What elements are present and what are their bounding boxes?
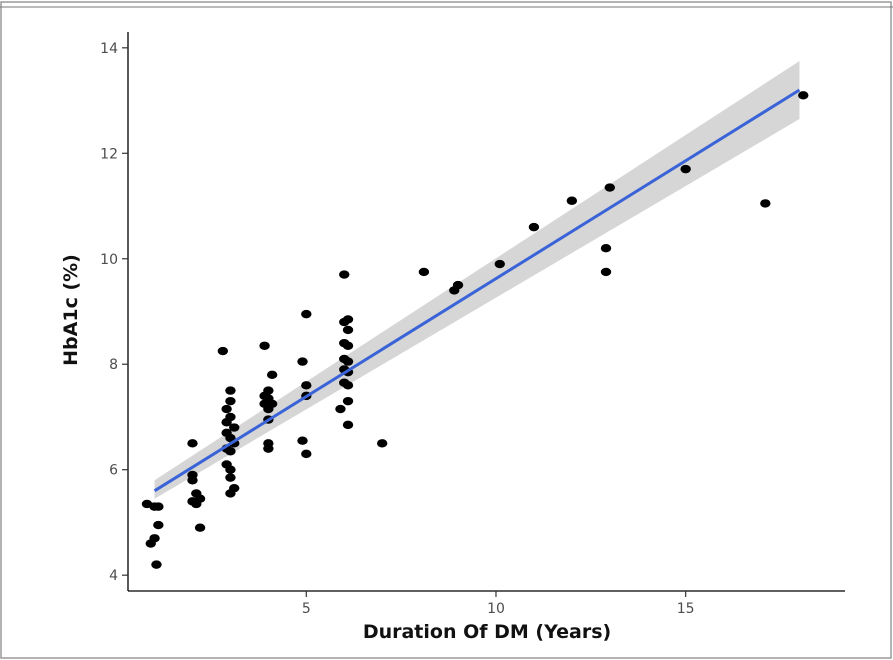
data-point [225,447,236,456]
x-axis-ticks: 5 10 15 [302,591,695,617]
data-point [194,523,206,532]
data-point [342,325,354,335]
x-tick-label: 15 [677,601,695,617]
data-point [225,465,236,474]
data-point [342,420,354,430]
y-tick-label: 10 [100,252,118,268]
data-point [376,439,388,448]
data-point [217,346,229,356]
data-point [191,499,202,509]
y-axis-ticks: 4 6 8 10 12 14 [100,41,128,584]
x-axis-title: Duration Of DM (Years) [363,621,611,643]
data-point [301,449,312,459]
data-point [151,560,162,569]
data-point [153,520,164,530]
data-point [221,404,232,414]
data-point [266,370,278,379]
data-point [229,423,240,432]
data-point [225,396,236,406]
data-point [342,315,354,324]
x-tick-label: 5 [302,601,311,617]
axes: 5 10 15 4 6 8 10 12 14 [100,32,845,617]
data-points [141,91,809,569]
data-point [600,267,612,277]
data-point [187,439,198,448]
data-point [418,267,430,277]
data-point [301,381,312,390]
y-tick-label: 4 [109,568,118,584]
data-point [760,199,771,208]
y-tick-label: 6 [109,463,118,479]
y-axis-title: HbA1c (%) [60,254,82,366]
data-point [225,386,236,395]
data-point [342,381,354,390]
data-point [297,436,308,445]
data-point [342,357,354,366]
plot-area [141,61,809,569]
data-point [263,404,274,414]
data-point [153,502,164,511]
y-tick-label: 12 [100,146,118,162]
data-point [680,164,691,174]
data-point [335,404,346,414]
data-point [452,280,464,290]
y-tick-label: 14 [100,41,118,57]
data-point [566,196,578,205]
data-point [301,309,312,319]
data-point [263,444,274,453]
y-tick-label: 8 [109,357,118,373]
data-point [798,91,809,100]
data-point [494,259,505,269]
data-point [149,534,160,543]
data-point [600,244,612,253]
data-point [225,473,236,482]
data-point [225,489,236,498]
x-tick-label: 10 [487,601,505,617]
data-point [221,418,232,427]
data-point [259,341,270,350]
regression-line [153,88,801,493]
data-point [342,341,354,350]
data-point [297,357,308,366]
data-point [528,222,540,232]
data-point [342,396,354,406]
data-point [339,270,350,279]
data-point [604,183,615,192]
data-point [187,476,198,485]
